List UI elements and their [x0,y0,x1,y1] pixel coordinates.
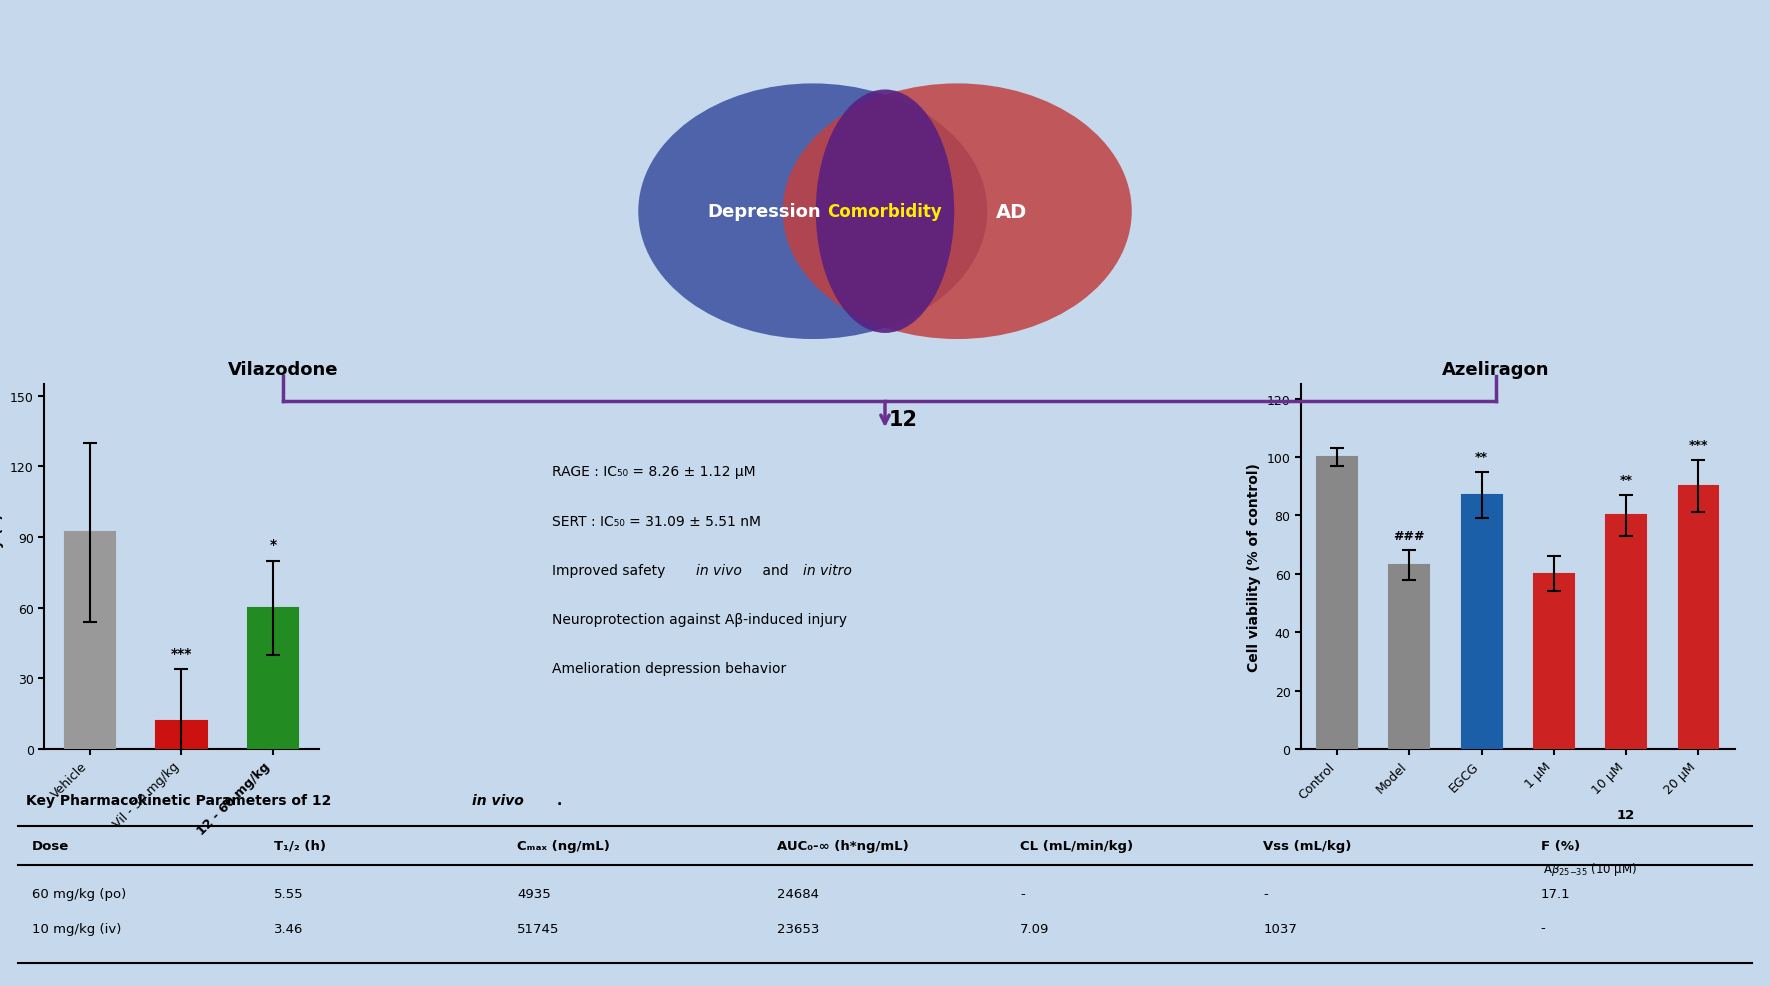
Bar [1462,495,1501,749]
Text: -: - [1540,922,1545,935]
Text: 3.46: 3.46 [274,922,304,935]
Text: A$\beta_{25\mathregular{-}35}$ (10 μM): A$\beta_{25\mathregular{-}35}$ (10 μM) [1543,860,1637,878]
Bar [248,608,297,749]
Text: and: and [758,563,793,577]
Bar [1317,458,1358,749]
Text: 12: 12 [889,410,917,430]
Text: in vivo: in vivo [473,794,524,808]
Ellipse shape [639,85,988,340]
Text: RAGE : IC₅₀ = 8.26 ± 1.12 μM: RAGE : IC₅₀ = 8.26 ± 1.12 μM [552,464,756,479]
Text: Cₘₐₓ (ng/mL): Cₘₐₓ (ng/mL) [517,839,611,852]
Text: ***: *** [170,646,193,660]
Text: F (%): F (%) [1540,839,1581,852]
Text: Azeliragon: Azeliragon [1443,360,1549,379]
Text: 1037: 1037 [1264,922,1297,935]
Text: 10 mg/kg (iv): 10 mg/kg (iv) [32,922,120,935]
Y-axis label: Cell viability (% of control): Cell viability (% of control) [1248,462,1260,671]
Ellipse shape [782,85,1131,340]
Bar [156,721,207,749]
Text: *: * [269,537,276,551]
Text: **: ** [1474,451,1489,463]
Text: Amelioration depression behavior: Amelioration depression behavior [552,662,786,675]
Text: 12: 12 [1618,808,1635,820]
Bar [1389,566,1428,749]
Bar [1678,487,1719,749]
Ellipse shape [816,91,954,333]
Text: Improved safety: Improved safety [552,563,671,577]
Text: ***: *** [1689,439,1708,452]
Text: T₁/₂ (h): T₁/₂ (h) [274,839,326,852]
Text: 7.09: 7.09 [1020,922,1050,935]
Y-axis label: Immobility (s): Immobility (s) [0,513,4,621]
Text: -: - [1264,887,1267,900]
Text: -: - [1020,887,1025,900]
Text: AD: AD [997,202,1027,222]
Bar [65,532,115,749]
Text: 51745: 51745 [517,922,559,935]
Text: **: ** [1620,473,1632,487]
Text: in vitro: in vitro [804,563,851,577]
Text: 24684: 24684 [777,887,820,900]
Text: Comorbidity: Comorbidity [828,203,942,221]
Bar [1535,574,1574,749]
Text: 60 mg/kg (po): 60 mg/kg (po) [32,887,126,900]
Text: 5.55: 5.55 [274,887,304,900]
Text: Dose: Dose [32,839,69,852]
Text: 4935: 4935 [517,887,550,900]
Text: 23653: 23653 [777,922,820,935]
Text: ###: ### [1393,529,1425,542]
Text: SERT : IC₅₀ = 31.09 ± 5.51 nM: SERT : IC₅₀ = 31.09 ± 5.51 nM [552,514,761,528]
Text: 17.1: 17.1 [1540,887,1570,900]
Text: .: . [558,794,563,808]
Text: Key Pharmacokinetic Parameters of 12: Key Pharmacokinetic Parameters of 12 [27,794,336,808]
Text: Neuroprotection against Aβ-induced injury: Neuroprotection against Aβ-induced injur… [552,612,848,626]
Text: Depression: Depression [708,203,821,221]
Text: AUC₀-∞ (h*ng/mL): AUC₀-∞ (h*ng/mL) [777,839,910,852]
Text: Vilazodone: Vilazodone [228,360,338,379]
Text: Vss (mL/kg): Vss (mL/kg) [1264,839,1352,852]
Text: in vivo: in vivo [696,563,742,577]
Bar [1607,516,1646,749]
Text: CL (mL/min/kg): CL (mL/min/kg) [1020,839,1133,852]
